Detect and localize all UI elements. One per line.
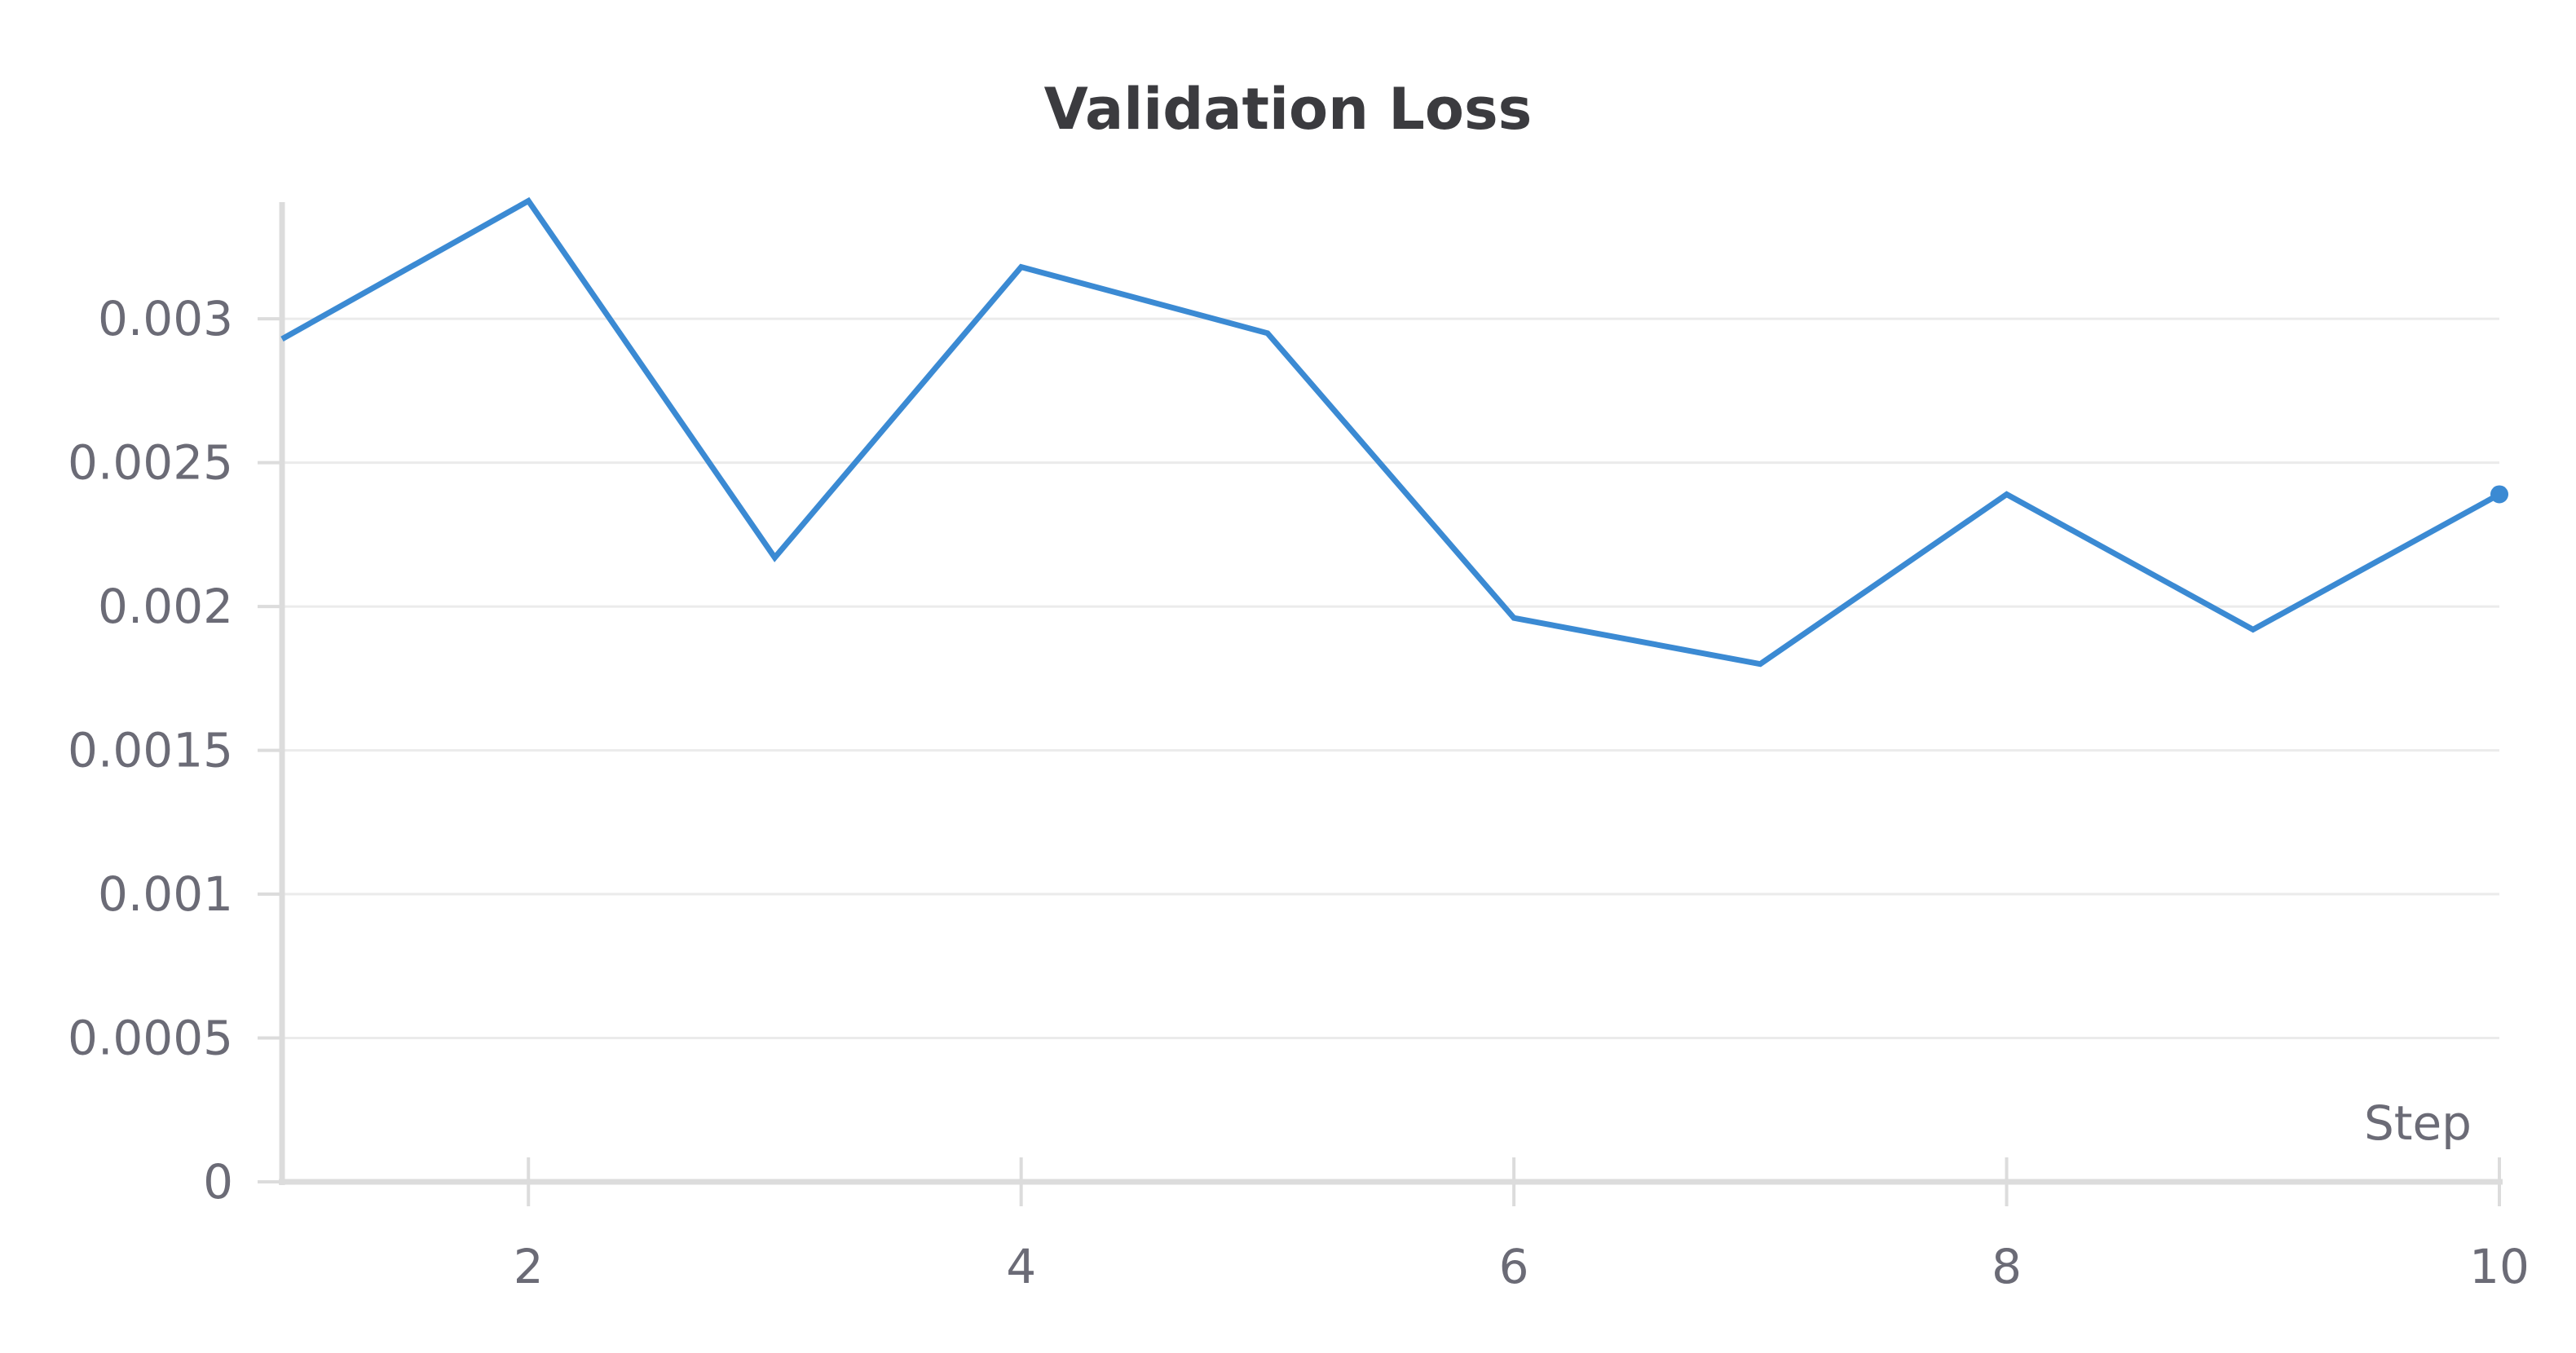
- data-point: [1018, 264, 1025, 271]
- x-tick-label: 8: [1992, 1239, 2022, 1294]
- y-tick-label: 0: [203, 1154, 233, 1210]
- data-point: [279, 336, 285, 342]
- y-tick-label: 0.003: [98, 291, 233, 346]
- y-tick-label: 0.001: [98, 866, 233, 922]
- x-tick-label: 10: [2469, 1239, 2530, 1294]
- y-tick-label: 0.0005: [68, 1011, 233, 1066]
- chart-title: Validation Loss: [1044, 76, 1533, 143]
- x-tick-label: 4: [1006, 1239, 1036, 1294]
- data-point: [1264, 330, 1271, 337]
- data-point: [2250, 626, 2256, 632]
- series-line: [280, 196, 2501, 668]
- data-point: [525, 197, 532, 204]
- data-point: [1511, 615, 1517, 621]
- tick-labels: 0 0.0005 0.001 0.0015 0.002 0.0025 0.003 2 4 6 8 10: [68, 291, 2530, 1294]
- grid-lines: [282, 317, 2499, 1040]
- data-point: [771, 554, 778, 561]
- x-tick-label: 6: [1499, 1239, 1529, 1294]
- data-point: [1757, 661, 1763, 668]
- y-tick-label: 0.0025: [68, 435, 233, 491]
- y-tick-label: 0.002: [98, 579, 233, 634]
- y-tick-label: 0.0015: [68, 723, 233, 778]
- axes: [258, 202, 2503, 1206]
- data-point: [2004, 491, 2010, 497]
- data-point: [2490, 485, 2508, 504]
- x-tick-label: 2: [514, 1239, 544, 1294]
- x-axis-label: Step: [2364, 1095, 2472, 1151]
- series-layer: [279, 196, 2508, 668]
